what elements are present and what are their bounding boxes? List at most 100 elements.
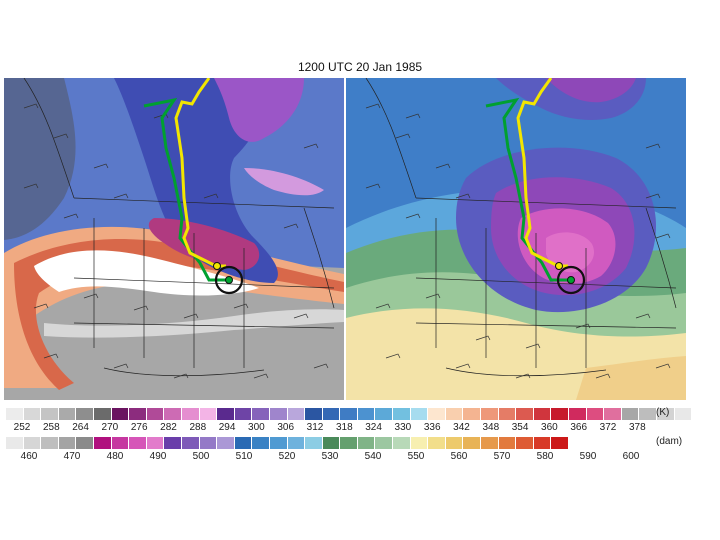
legend_dam-swatch <box>129 437 147 449</box>
legend_k-swatch <box>357 408 376 420</box>
map-right-north-lobe-inner <box>546 78 636 103</box>
legend_k-swatch <box>93 408 112 420</box>
legend_dam-swatch <box>234 437 253 449</box>
legend_k-swatch <box>621 408 640 420</box>
map-right-green-endpoint <box>567 276 575 284</box>
legend_dam-swatch <box>305 437 323 449</box>
legend_dam-tick-label: 480 <box>106 451 124 462</box>
legend_k-tick-label: 312 <box>306 422 324 433</box>
legend_dam-swatch <box>463 437 482 449</box>
legend_k-tick-label: 252 <box>13 422 31 433</box>
legend_dam-tick-label: 470 <box>63 451 81 462</box>
legend_dam-swatch <box>41 437 59 449</box>
map-left-tropopause <box>4 78 344 400</box>
map-right-green-trajectory <box>485 97 571 282</box>
map-left-boundaries <box>23 78 335 377</box>
legend_dam-swatch <box>428 437 446 449</box>
legend_k-swatch <box>252 408 270 420</box>
legend_k-swatch <box>428 408 446 420</box>
map-right-wind-barbs <box>365 103 671 379</box>
legend_k-swatch <box>533 408 552 420</box>
legend_k-swatch <box>269 408 288 420</box>
legend_dam-swatch <box>111 437 130 449</box>
legend-k-colorbar <box>6 408 693 420</box>
map-left-white-core <box>34 250 259 296</box>
map-left-magenta-region <box>148 218 260 270</box>
legend_k-swatch <box>445 408 464 420</box>
map-left-wind-barbs <box>23 103 329 379</box>
legend_dam-swatch <box>410 437 429 449</box>
legend_k-tick-label: 354 <box>511 422 529 433</box>
legend_k-tick-label: 336 <box>423 422 441 433</box>
legend_k-tick-label: 348 <box>482 422 500 433</box>
legend_k-swatch <box>586 408 605 420</box>
legend_dam-swatch <box>252 437 270 449</box>
legend_dam-swatch <box>93 437 112 449</box>
legend_k-swatch <box>463 408 482 420</box>
legend_k-swatch <box>181 408 200 420</box>
map-left-yellow-trajectory <box>174 78 226 268</box>
legend_dam-tick-label: 540 <box>364 451 382 462</box>
legend_k-swatch <box>322 408 341 420</box>
legend_k-swatch <box>129 408 147 420</box>
legend_k-swatch <box>58 408 77 420</box>
legend_dam-swatch <box>481 437 499 449</box>
legend_dam-swatch <box>146 437 165 449</box>
map-left-green-trajectory <box>143 97 229 282</box>
legend_k-tick-label: 270 <box>101 422 119 433</box>
legend_k-swatch <box>393 408 411 420</box>
map-right-yellow-endpoint <box>555 262 563 270</box>
legend-dam-colorbar <box>6 437 569 449</box>
legend_dam-swatch <box>217 437 235 449</box>
legend_k-tick-label: 288 <box>189 422 207 433</box>
legend_k-tick-label: 318 <box>335 422 353 433</box>
legend_k-swatch <box>639 408 657 420</box>
legend_k-tick-label: 306 <box>277 422 295 433</box>
legend_dam-tick-label: 580 <box>536 451 554 462</box>
legend_dam-swatch <box>375 437 394 449</box>
legend_dam-swatch <box>76 437 94 449</box>
legend_dam-swatch <box>23 437 42 449</box>
legend_k-tick-label: 300 <box>248 422 265 433</box>
map-left-yellow-endpoint <box>213 262 221 270</box>
map-left-green-endpoint <box>225 276 233 284</box>
legend_dam-swatch <box>393 437 411 449</box>
legend_dam-swatch <box>322 437 341 449</box>
legend_k-tick-label: 378 <box>628 422 646 433</box>
legend_k-swatch <box>199 408 218 420</box>
legend_dam-tick-label: 500 <box>192 451 210 462</box>
legend_k-swatch <box>23 408 42 420</box>
map-right-target-ring <box>556 265 586 295</box>
legend_k-swatch <box>516 408 534 420</box>
legend_k-tick-label: 366 <box>570 422 588 433</box>
legend_dam-swatch <box>164 437 182 449</box>
legend_k-tick-label: 282 <box>160 422 177 433</box>
legend_dam-swatch <box>340 437 358 449</box>
legend_dam-swatch <box>58 437 77 449</box>
legend_k-tick-label: 258 <box>42 422 60 433</box>
legend_dam-tick-label: 530 <box>321 451 339 462</box>
legend_k-tick-label: 360 <box>541 422 558 433</box>
legend_k-swatch <box>551 408 569 420</box>
legend_dam-swatch <box>357 437 376 449</box>
legend_k-tick-label: 324 <box>365 422 382 433</box>
legend_k-tick-label: 330 <box>394 422 412 433</box>
legend_k-tick-label: 264 <box>72 422 89 433</box>
legend_k-swatch <box>111 408 130 420</box>
legend-k-unit: (K) <box>656 407 670 418</box>
legend_k-swatch <box>674 408 693 420</box>
legend_k-swatch <box>287 408 306 420</box>
legend_k-swatch <box>146 408 165 420</box>
legend_k-swatch <box>305 408 323 420</box>
legend_dam-swatch <box>181 437 200 449</box>
legend_k-swatch <box>217 408 235 420</box>
chart-title: 1200 UTC 20 Jan 1985 <box>297 60 423 74</box>
legend_k-swatch <box>656 408 675 420</box>
legend_dam-tick-label: 590 <box>579 451 597 462</box>
legend_dam-swatch <box>269 437 288 449</box>
legend_dam-tick-label: 600 <box>622 451 640 462</box>
legend_k-swatch <box>6 408 24 420</box>
legend_dam-swatch <box>533 437 552 449</box>
legend_k-swatch <box>41 408 59 420</box>
legend_k-swatch <box>375 408 394 420</box>
